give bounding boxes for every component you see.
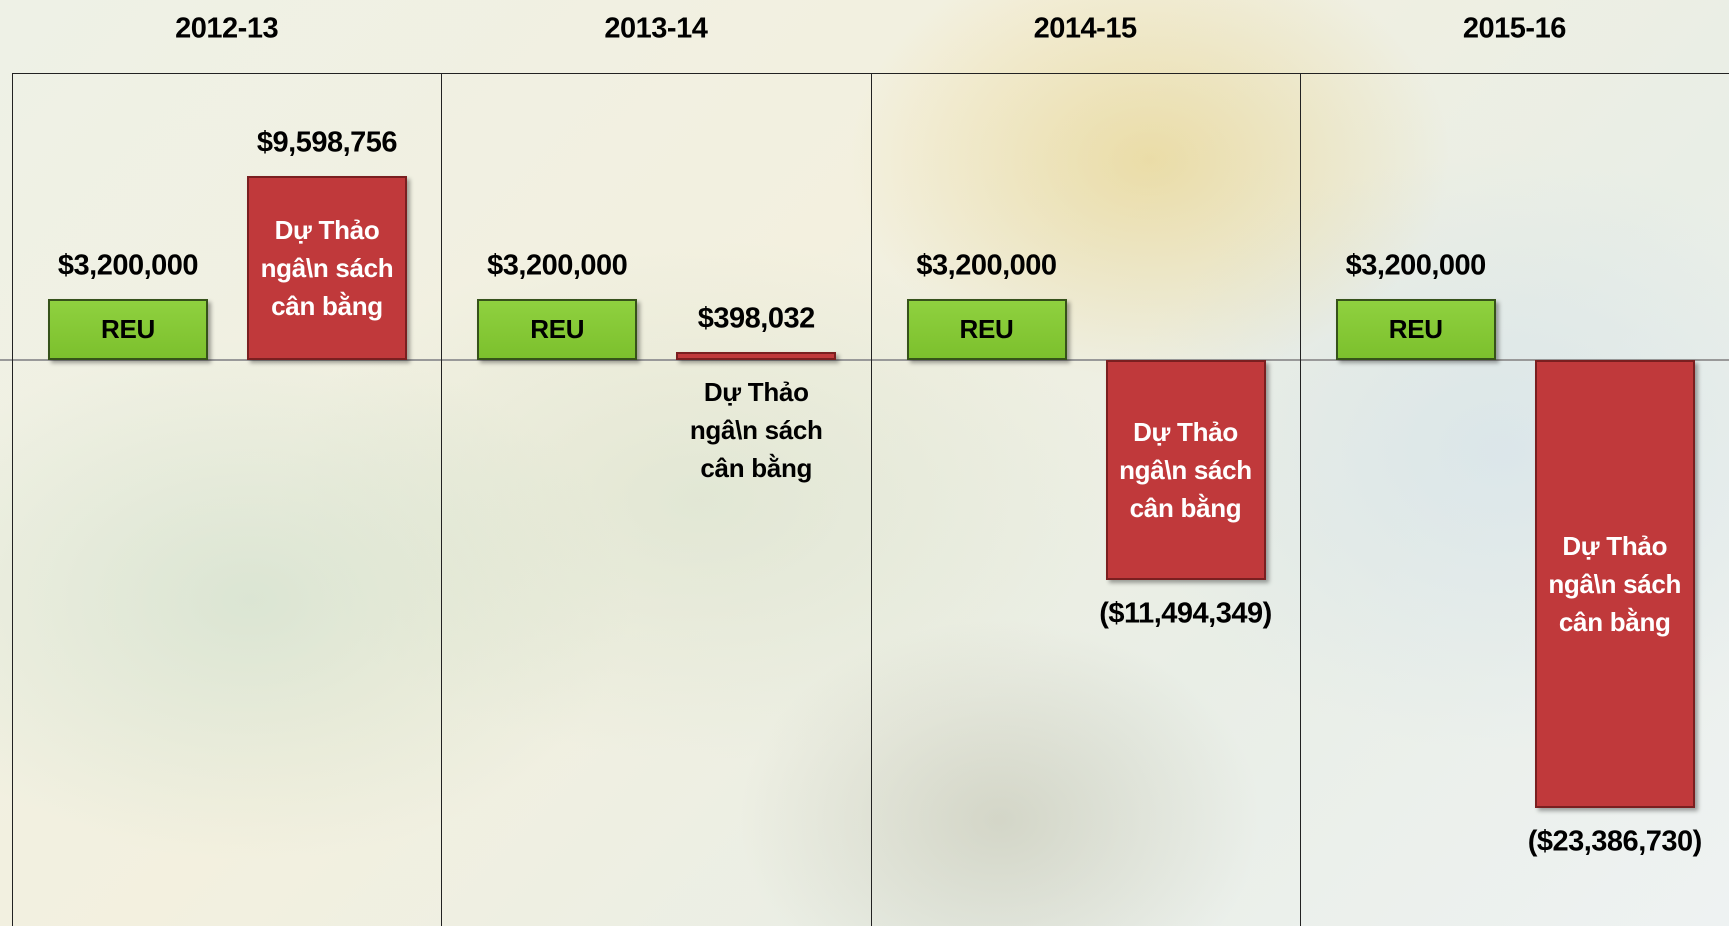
bar-name: Dự Thảo ngâ\n sách cân bằng [689, 376, 823, 483]
baseline [0, 359, 1729, 361]
bar-name: Dự Thảo ngâ\n sách cân bằng [1119, 417, 1252, 524]
bar-name: REU [959, 314, 1014, 345]
value-label: $3,200,000 [487, 249, 628, 282]
bar-name: REU [530, 314, 585, 345]
bar [676, 352, 837, 360]
value-label: $9,598,756 [256, 126, 398, 159]
bar [1335, 298, 1496, 360]
bar [1105, 359, 1266, 581]
value-label: ($23,386,730) [1527, 825, 1703, 858]
bar-name: Dự Thảo ngâ\n sách cân bằng [1548, 530, 1682, 637]
column-divider [1299, 74, 1301, 926]
bar-name: REU [1388, 314, 1443, 345]
column-divider [441, 74, 443, 926]
bar-name: REU [101, 314, 155, 345]
value-label: $3,200,000 [916, 249, 1057, 282]
bar [247, 176, 407, 360]
bar [906, 298, 1067, 360]
top-border [12, 73, 1729, 74]
year-label: 2014-15 [1033, 12, 1137, 45]
value-label: ($11,494,349) [1099, 597, 1272, 630]
bar [48, 298, 208, 360]
value-label: $3,200,000 [1345, 249, 1487, 282]
bar-name: Dự Thảo ngâ\n sách cân bằng [260, 214, 394, 321]
value-label: $3,200,000 [57, 249, 199, 282]
bar [477, 298, 638, 360]
year-label: 2013-14 [604, 12, 708, 45]
value-label: $398,032 [697, 302, 815, 335]
column-divider [870, 74, 872, 926]
column-divider [12, 74, 13, 926]
year-label: 2015-16 [1462, 12, 1566, 45]
bar [1534, 359, 1695, 808]
year-label: 2012-13 [175, 12, 279, 45]
